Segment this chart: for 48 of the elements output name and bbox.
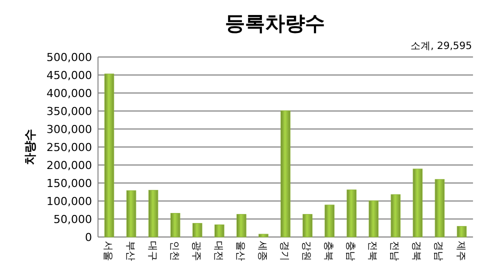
bar (346, 190, 356, 238)
x-tick-label: 대전 (212, 241, 224, 261)
x-tick-label: 제주 (454, 241, 466, 261)
x-tick-label: 충남 (344, 241, 356, 261)
chart-title: 등록차량수 (225, 11, 325, 35)
y-tick-label: 50,000 (54, 213, 92, 226)
bar (126, 190, 136, 238)
x-tick-label: 전남 (388, 241, 400, 261)
y-tick-label: 200,000 (46, 159, 92, 172)
x-tick-label: 경북 (410, 241, 422, 261)
y-tick-label: 500,000 (46, 51, 92, 64)
y-tick-label: 350,000 (46, 105, 92, 118)
bar (390, 194, 401, 238)
x-tick-label: 전북 (366, 241, 378, 261)
y-tick-label: 400,000 (46, 87, 92, 100)
y-tick-label: 250,000 (46, 141, 92, 154)
x-tick-label: 세종 (256, 241, 268, 261)
bar (170, 212, 180, 238)
y-tick-label: 0 (85, 231, 92, 244)
bar (236, 214, 246, 238)
y-axis-title: 차량수 (23, 129, 37, 165)
bar (280, 110, 290, 238)
y-tick-label: 100,000 (46, 195, 92, 208)
y-tick-label: 300,000 (46, 123, 92, 136)
bar (104, 74, 114, 238)
bar (148, 190, 158, 238)
x-tick-label: 경기 (278, 241, 290, 261)
bar (258, 234, 268, 238)
x-tick-label: 광주 (190, 241, 202, 261)
x-tick-label: 인천 (168, 241, 180, 261)
bar (192, 223, 202, 238)
y-tick-label: 450,000 (46, 69, 92, 82)
bar (456, 226, 467, 238)
bar (214, 224, 224, 238)
x-tick-label: 강원 (300, 241, 312, 261)
bar (302, 214, 312, 238)
x-tick-label: 울산 (234, 241, 246, 261)
x-tick-label: 부산 (124, 241, 136, 261)
y-tick-label: 150,000 (46, 177, 92, 190)
x-tick-label: 충북 (322, 241, 334, 261)
x-tick-label: 대구 (146, 241, 158, 261)
bar (412, 168, 423, 238)
bar (368, 200, 379, 238)
bar (324, 204, 334, 238)
text: 소계, 29,595 (410, 41, 472, 52)
bar (434, 179, 445, 238)
x-tick-label: 서울 (102, 241, 114, 261)
x-tick-label: 경남 (432, 241, 444, 261)
